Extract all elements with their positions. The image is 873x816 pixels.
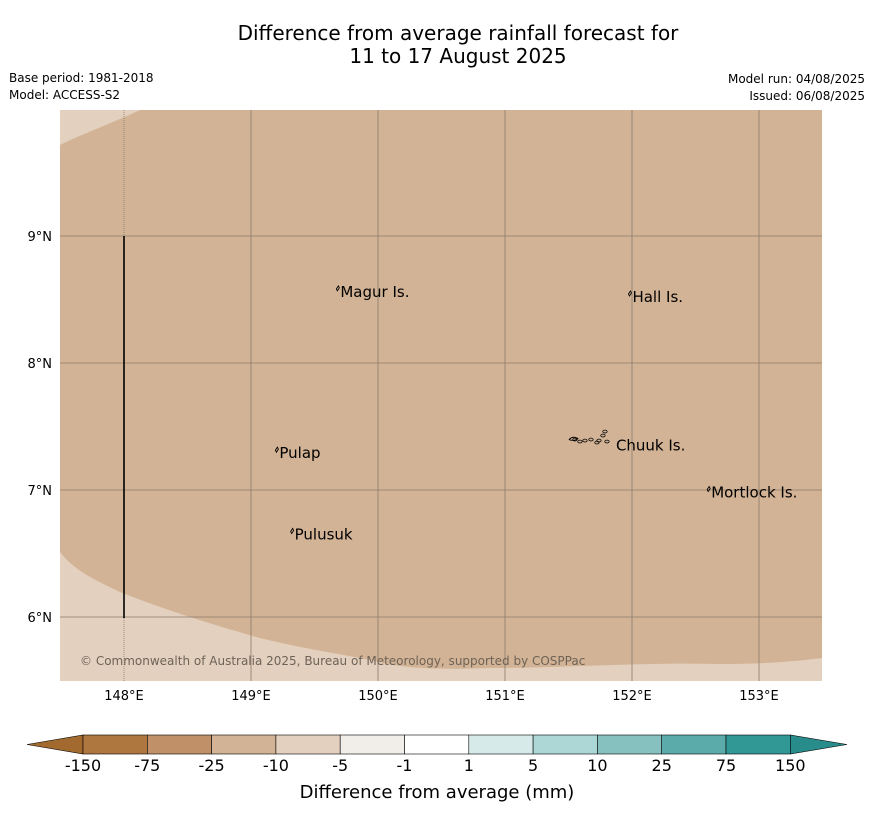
colorbar-segment	[147, 734, 212, 755]
longitude-label: 150°E	[358, 689, 398, 704]
latitude-label: 6°N	[28, 611, 53, 626]
model-run-text: Model run: 04/08/2025	[727, 72, 865, 86]
map-title: Difference from average rainfall forecas…	[0, 22, 873, 68]
colorbar-tick-label: -5	[332, 756, 348, 775]
title-line-2: 11 to 17 August 2025	[349, 44, 567, 68]
colorbar-tick-label: 5	[528, 756, 538, 775]
place-label: Mortlock Is.	[711, 484, 797, 502]
latitude-label: 7°N	[28, 484, 53, 499]
island-outline	[602, 429, 608, 434]
colorbar-tick-label: 150	[775, 756, 806, 775]
island-outline	[582, 438, 588, 443]
longitude-label: 152°E	[612, 689, 652, 704]
longitude-label: 148°E	[104, 689, 144, 704]
colorbar-low-extension	[26, 734, 84, 755]
colorbar-segment	[339, 734, 405, 755]
island-outline	[290, 527, 295, 535]
colorbar-tick-label: -75	[134, 756, 160, 775]
latitude-label: 8°N	[28, 357, 53, 372]
base-period-text: Base period: 1981-2018	[9, 71, 154, 85]
meta-left: Base period: 1981-2018 Model: ACCESS-S2	[9, 70, 154, 104]
colorbar-segment	[661, 734, 727, 755]
island-outline	[577, 439, 583, 444]
colorbar-segment	[404, 734, 470, 755]
gridlines	[60, 110, 822, 681]
colorbar-title: Difference from average (mm)	[300, 782, 575, 803]
island-outline	[604, 439, 610, 444]
title-line-1: Difference from average rainfall forecas…	[237, 21, 679, 45]
place-label: Chuuk Is.	[616, 437, 685, 455]
colorbar-segment	[725, 734, 791, 755]
island-outline	[706, 485, 711, 493]
islands	[274, 284, 711, 535]
colorbar-segment	[468, 734, 534, 755]
island-outline	[627, 290, 632, 297]
colorbar-tick-label: -150	[65, 756, 101, 775]
colorbar-segment	[82, 734, 148, 755]
colorbar-segment	[532, 734, 598, 755]
island-outline	[588, 437, 594, 442]
issued-text: Issued: 06/08/2025	[749, 89, 865, 103]
colorbar-tick-label: 25	[652, 756, 672, 775]
longitude-label: 151°E	[485, 689, 525, 704]
place-label: Hall Is.	[632, 288, 683, 306]
colorbar-tick-label: 10	[587, 756, 607, 775]
main-anomaly-region	[60, 110, 822, 669]
longitude-label: 153°E	[739, 689, 779, 704]
colorbar: -150 -75 -25 -10 -5 -1 1 5 10 25 75 150	[26, 734, 848, 775]
colorbar-segment	[275, 734, 341, 755]
map-area: Magur Is. Hall Is. Pulap Chuuk Is. Mortlock …	[60, 110, 822, 681]
colorbar-tick-label: 75	[716, 756, 736, 775]
colorbar-tick-label: 1	[464, 756, 474, 775]
place-label: Pulusuk	[295, 525, 353, 543]
latitude-label: 9°N	[28, 230, 53, 245]
meta-right: Model run: 04/08/2025 Issued: 06/08/2025	[728, 71, 865, 105]
island-outline	[600, 433, 606, 438]
latitude-labels: 9°N 8°N 7°N 6°N	[28, 230, 53, 626]
colorbar-segment	[597, 734, 663, 755]
place-label: Pulap	[279, 444, 320, 462]
place-label: Magur Is.	[340, 283, 409, 301]
island-outline	[596, 438, 602, 443]
island-outline	[335, 284, 340, 292]
longitude-labels: 148°E 149°E 150°E 151°E 152°E 153°E	[104, 689, 779, 704]
model-text: Model: ACCESS-S2	[9, 88, 121, 102]
longitude-label: 149°E	[231, 689, 271, 704]
island-outline	[568, 436, 579, 441]
place-labels: Magur Is. Hall Is. Pulap Chuuk Is. Mortlock …	[279, 283, 797, 544]
colorbar-tick-label: -25	[199, 756, 225, 775]
colorbar-segment	[211, 734, 277, 755]
island-outline	[274, 446, 279, 454]
copyright-text: © Commonwealth of Australia 2025, Bureau…	[80, 654, 585, 668]
colorbar-high-extension	[789, 734, 848, 755]
colorbar-tick-label: -1	[397, 756, 413, 775]
colorbar-tick-label: -10	[263, 756, 289, 775]
